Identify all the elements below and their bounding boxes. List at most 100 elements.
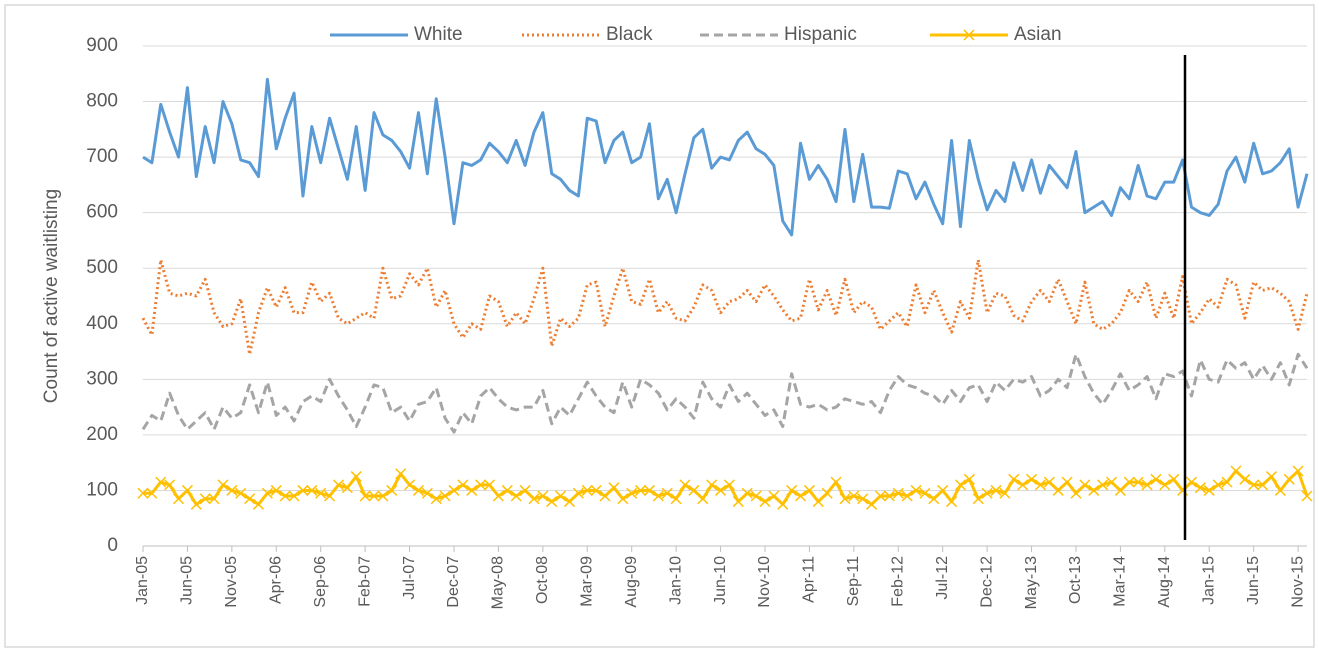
- x-tick-label: Nov-05: [223, 556, 240, 608]
- point-marker: [484, 479, 496, 491]
- point-marker: [528, 493, 540, 505]
- point-marker: [181, 484, 193, 496]
- point-marker: [466, 484, 478, 496]
- point-marker: [590, 484, 602, 496]
- point-marker: [1150, 473, 1162, 485]
- point-marker: [146, 487, 158, 499]
- point-marker: [492, 490, 504, 502]
- point-marker: [173, 493, 185, 505]
- point-marker: [990, 484, 1002, 496]
- point-marker: [341, 482, 353, 494]
- point-marker: [883, 490, 895, 502]
- point-marker: [546, 496, 558, 508]
- point-marker: [1194, 482, 1206, 494]
- point-marker: [741, 487, 753, 499]
- point-marker: [572, 487, 584, 499]
- point-marker: [1292, 465, 1304, 477]
- point-marker: [706, 479, 718, 491]
- x-tick-label: Jun-05: [179, 556, 196, 605]
- point-marker: [519, 484, 531, 496]
- x-tick-label: Nov-15: [1289, 556, 1306, 608]
- point-marker: [1105, 476, 1118, 488]
- x-tick-label: Jul-07: [401, 556, 418, 600]
- point-marker: [1301, 490, 1313, 502]
- point-marker: [412, 484, 424, 496]
- point-marker: [750, 490, 762, 502]
- point-marker: [439, 490, 451, 502]
- point-marker: [759, 496, 771, 508]
- point-marker: [386, 484, 398, 496]
- x-tick-label: Mar-09: [578, 556, 595, 607]
- point-marker: [661, 487, 673, 499]
- point-marker: [261, 487, 273, 499]
- point-marker: [839, 493, 851, 505]
- point-marker: [954, 479, 966, 491]
- point-marker: [1052, 484, 1064, 496]
- x-tick-label: Aug-14: [1156, 556, 1173, 608]
- point-marker: [830, 476, 842, 488]
- point-marker: [874, 490, 887, 502]
- point-marker: [626, 487, 638, 499]
- point-marker: [1239, 473, 1251, 485]
- point-marker: [697, 493, 709, 505]
- x-tick-label: Mar-14: [1112, 556, 1129, 607]
- point-marker: [963, 473, 975, 485]
- point-marker: [652, 490, 664, 502]
- point-marker: [777, 498, 789, 510]
- point-marker: [928, 493, 940, 505]
- point-marker: [599, 490, 611, 502]
- point-marker: [1221, 476, 1233, 488]
- point-marker: [937, 484, 949, 496]
- y-tick-label: 700: [86, 146, 118, 167]
- point-marker: [1141, 479, 1153, 491]
- x-tick-label: Jan-15: [1200, 556, 1217, 605]
- point-marker: [155, 476, 167, 488]
- point-marker: [981, 487, 993, 499]
- point-marker: [563, 496, 576, 508]
- point-marker: [457, 479, 469, 491]
- point-marker: [715, 484, 727, 496]
- point-marker: [324, 490, 336, 502]
- point-marker: [794, 490, 807, 502]
- point-marker: [421, 487, 433, 499]
- point-marker: [848, 490, 860, 502]
- point-marker: [1026, 473, 1038, 485]
- y-tick-label: 400: [86, 313, 118, 334]
- x-tick-label: Jun-15: [1245, 556, 1262, 605]
- x-tick-label: Nov-10: [756, 556, 773, 608]
- y-tick-label: 900: [86, 35, 118, 56]
- y-tick-label: 800: [86, 91, 118, 112]
- point-marker: [892, 487, 904, 499]
- series-line: [142, 77, 1309, 237]
- x-tick-label: Aug-09: [623, 556, 640, 608]
- point-marker: [1017, 479, 1029, 491]
- point-marker: [857, 493, 869, 505]
- point-marker: [946, 496, 958, 508]
- legend-label: Black: [606, 24, 653, 45]
- x-tick-label: Jun-10: [712, 556, 729, 605]
- point-marker: [350, 471, 362, 483]
- x-tick-label: Apr-06: [268, 556, 285, 604]
- point-marker: [359, 490, 371, 502]
- point-marker: [1097, 479, 1109, 491]
- point-marker: [279, 490, 291, 502]
- x-tick-label: Dec-12: [978, 556, 995, 608]
- point-marker: [475, 479, 487, 491]
- point-marker: [404, 479, 416, 491]
- point-marker: [643, 484, 656, 496]
- point-marker: [581, 484, 593, 496]
- y-tick-label: 300: [86, 368, 118, 389]
- point-marker: [1248, 479, 1260, 491]
- series-line: [141, 352, 1309, 434]
- y-tick-label: 600: [86, 202, 118, 223]
- point-marker: [537, 490, 549, 502]
- point-marker: [866, 498, 878, 510]
- x-tick-label: Dec-07: [445, 556, 462, 608]
- point-marker: [1230, 465, 1242, 477]
- point-marker: [1034, 479, 1046, 491]
- y-tick-label: 500: [86, 257, 118, 278]
- point-marker: [1043, 476, 1055, 488]
- point-marker: [270, 484, 282, 496]
- point-marker: [315, 487, 327, 499]
- point-marker: [555, 490, 567, 502]
